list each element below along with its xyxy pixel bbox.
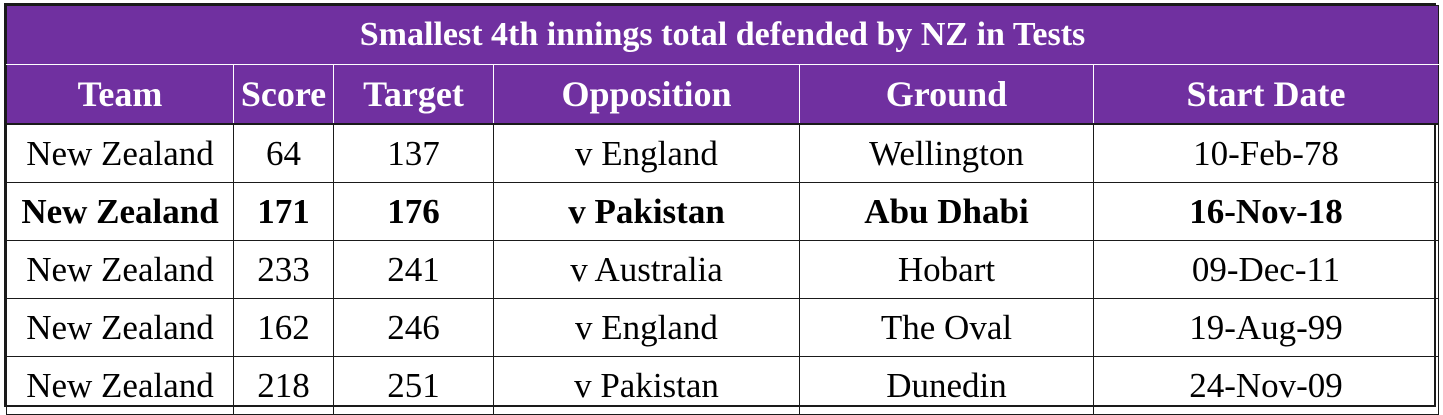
records-table: Smallest 4th innings total defended by N… (5, 5, 1440, 415)
cell-ground: The Oval (799, 298, 1094, 357)
column-header-start-date: Start Date (1092, 64, 1440, 125)
cell-start-date: 09-Dec-11 (1092, 240, 1440, 299)
cell-score: 233 (233, 240, 334, 299)
cell-opposition: v England (493, 298, 800, 357)
cell-ground: Abu Dhabi (799, 182, 1094, 241)
column-header-score: Score (233, 64, 334, 125)
table-row: New Zealand 171 176 v Pakistan Abu Dhabi… (6, 182, 1440, 241)
table-row: New Zealand 233 241 v Australia Hobart 0… (6, 240, 1440, 299)
column-header-opposition: Opposition (493, 64, 800, 125)
table-title: Smallest 4th innings total defended by N… (5, 5, 1440, 65)
cell-score: 218 (233, 356, 334, 415)
column-header-target: Target (333, 64, 494, 125)
table-row: New Zealand 64 137 v England Wellington … (6, 123, 1440, 183)
cell-start-date: 16-Nov-18 (1092, 182, 1440, 241)
cell-target: 246 (333, 298, 494, 357)
column-header-ground: Ground (799, 64, 1094, 125)
cell-team: New Zealand (6, 182, 234, 241)
cell-team: New Zealand (6, 123, 234, 183)
cell-ground: Hobart (799, 240, 1094, 299)
title-row: Smallest 4th innings total defended by N… (5, 5, 1440, 65)
cell-team: New Zealand (6, 356, 234, 415)
column-header-team: Team (6, 64, 234, 125)
cell-opposition: v Australia (493, 240, 800, 299)
cell-ground: Dunedin (799, 356, 1094, 415)
cell-start-date: 24-Nov-09 (1092, 356, 1440, 415)
cell-ground: Wellington (799, 123, 1094, 183)
cell-opposition: v Pakistan (493, 182, 800, 241)
cell-target: 241 (333, 240, 494, 299)
cell-start-date: 10-Feb-78 (1092, 123, 1440, 183)
table-row: New Zealand 162 246 v England The Oval 1… (6, 298, 1440, 357)
cell-score: 64 (233, 123, 334, 183)
cell-target: 137 (333, 123, 494, 183)
table-row: New Zealand 218 251 v Pakistan Dunedin 2… (6, 356, 1440, 415)
records-table-frame: Smallest 4th innings total defended by N… (4, 3, 1440, 415)
cell-score: 162 (233, 298, 334, 357)
cell-team: New Zealand (6, 298, 234, 357)
cell-opposition: v Pakistan (493, 356, 800, 415)
cell-start-date: 19-Aug-99 (1092, 298, 1440, 357)
cell-target: 176 (333, 182, 494, 241)
cell-opposition: v England (493, 123, 800, 183)
cell-target: 251 (333, 356, 494, 415)
cell-score: 171 (233, 182, 334, 241)
cell-team: New Zealand (6, 240, 234, 299)
header-row: Team Score Target Opposition Ground Star… (6, 64, 1440, 125)
